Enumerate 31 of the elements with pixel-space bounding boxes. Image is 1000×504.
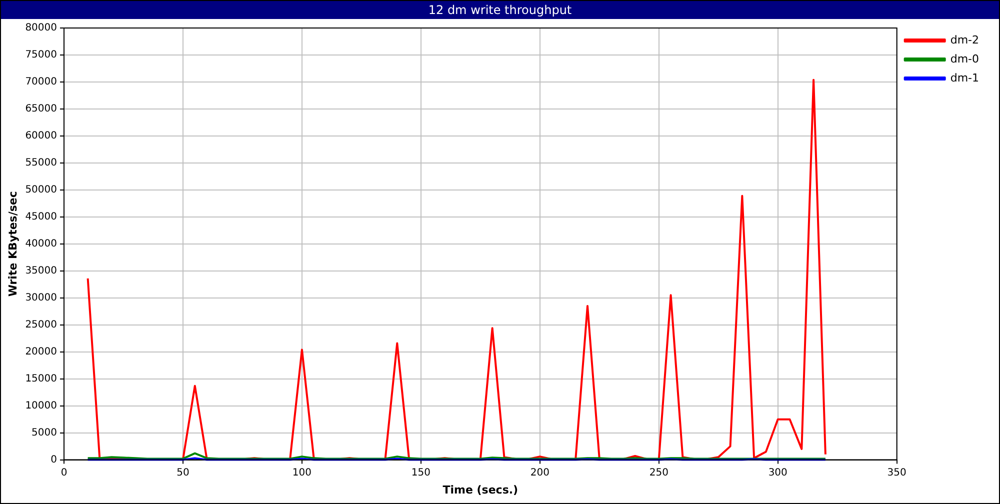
chart-title: 12 dm write throughput <box>1 1 999 19</box>
y-tick-label: 55000 <box>25 158 58 169</box>
y-tick-label: 35000 <box>25 265 58 276</box>
y-tick-label: 45000 <box>25 212 58 223</box>
x-tick-label: 350 <box>887 467 906 478</box>
x-tick-label: 150 <box>411 467 430 478</box>
x-axis-title: Time (secs.) <box>442 483 518 496</box>
y-tick-label: 25000 <box>25 319 58 330</box>
x-tick-label: 50 <box>176 467 190 478</box>
y-tick-label: 20000 <box>25 346 58 358</box>
y-tick-label: 0 <box>50 454 58 466</box>
legend-label: dm-2 <box>950 33 980 46</box>
y-tick-label: 60000 <box>25 130 58 142</box>
y-tick-label: 80000 <box>25 22 58 34</box>
y-tick-label: 30000 <box>25 292 58 304</box>
x-tick-label: 100 <box>292 467 312 478</box>
y-axis-title: Write KBytes/sec <box>6 191 20 297</box>
y-tick-label: 40000 <box>25 238 58 250</box>
x-tick-label: 200 <box>530 467 550 478</box>
y-tick-label: 15000 <box>25 373 58 384</box>
x-tick-label: 0 <box>60 467 68 478</box>
y-tick-label: 5000 <box>32 427 58 438</box>
y-tick-label: 65000 <box>25 104 58 115</box>
legend-label: dm-0 <box>950 52 980 66</box>
y-tick-label: 70000 <box>25 76 58 88</box>
legend-label: dm-1 <box>950 71 980 84</box>
y-tick-label: 10000 <box>25 400 58 412</box>
x-tick-label: 300 <box>768 467 788 478</box>
y-tick-label: 50000 <box>25 184 58 196</box>
x-tick-label: 250 <box>649 467 668 478</box>
y-tick-label: 75000 <box>25 50 58 61</box>
